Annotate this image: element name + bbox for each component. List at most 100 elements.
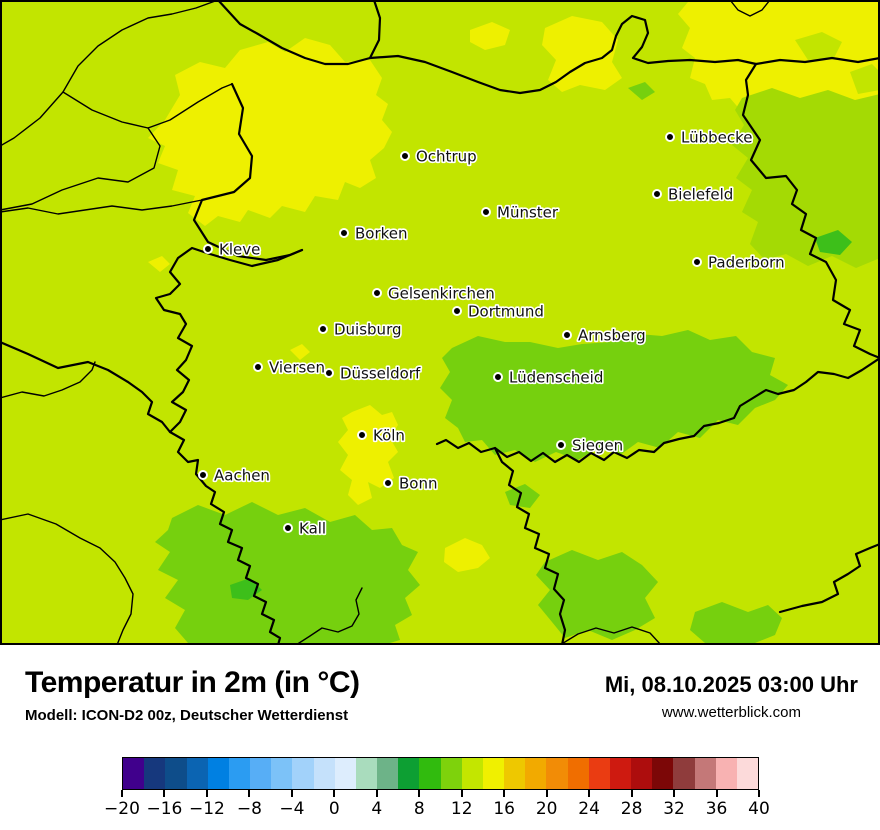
city-marker-viersen: Viersen [253,357,327,378]
legend-tick-mark [630,790,633,797]
legend-tick-mark [333,790,336,797]
city-dot [283,523,293,533]
legend-tick-mark [418,790,421,797]
legend-tick-label: 24 [578,799,600,819]
legend-tick-label: 20 [535,799,558,819]
city-marker-gelsenkirchen: Gelsenkirchen [372,283,496,304]
city-layer: Ochtrup Lübbecke Bielefeld Münster Borken Kle… [198,127,786,539]
city-dot [452,306,462,316]
city-label: Siegen [572,437,623,455]
city-marker-siegen: Siegen [556,435,625,456]
legend-tick-label: 40 [748,799,770,819]
city-label: Ochtrup [416,148,477,166]
forecast-datetime: Mi, 08.10.2025 03:00 Uhr [604,672,858,697]
legend-color-segment [419,758,441,789]
legend-color-segment [313,758,335,789]
color-scale-bar [122,757,759,790]
legend-color-segment [334,758,356,789]
legend-tick-mark [715,790,718,797]
legend-color-segment [567,758,589,789]
city-label: Düsseldorf [340,365,421,383]
legend-tick-label: 8 [413,799,425,819]
legend-tick-label: 0 [328,799,340,819]
legend-tick-label: 32 [663,799,685,819]
legend-color-segment [588,758,610,789]
legend-tick-mark [375,790,378,797]
city-label: Bonn [399,475,437,493]
legend-color-segment [631,758,653,789]
city-label: Gelsenkirchen [388,285,495,303]
legend-color-segment [398,758,420,789]
legend-color-segment [736,758,759,789]
legend-color-segment [504,758,526,789]
legend-tick-mark [121,790,123,797]
legend-color-segment [694,758,716,789]
city-dot [562,330,572,340]
city-label: Arnsberg [578,327,646,345]
legend-tick-mark [545,790,548,797]
cool-patches-mid [732,88,880,268]
legend-tick-label: 36 [705,799,728,819]
city-marker-borken: Borken [339,223,409,244]
map-frame [0,0,880,645]
city-marker-aachen: Aachen [198,465,272,486]
map-base-field [0,0,880,645]
city-dot [652,189,662,199]
legend-tick-label: 28 [620,799,643,819]
city-label: Kall [299,520,326,538]
city-marker-dortmund: Dortmund [452,301,546,322]
legend-color-segment [673,758,695,789]
color-scale-ticks: −20 −16 −12 −8 −4 0 4 8 12 16 20 24 28 32 36 40 [104,790,770,830]
legend-tick-mark [503,790,506,797]
city-marker-paderborn: Paderborn [692,252,786,273]
legend-color-segment [271,758,293,789]
datetime-block: Mi, 08.10.2025 03:00 Uhr www.wetterblick… [604,672,858,722]
legend-tick-mark [248,790,251,797]
city-dot [339,228,349,238]
city-label: Lüdenscheid [509,369,603,387]
warm-patch-holes [795,32,880,94]
admin-borders [0,0,880,645]
legend-color-segment [715,758,737,789]
legend-tick-mark [588,790,591,797]
city-dot [203,244,213,254]
city-marker-ldenscheid: Lüdenscheid [493,367,605,388]
legend-color-segment [482,758,505,789]
city-dot [665,132,675,142]
map-canvas: Ochtrup Lübbecke Bielefeld Münster Borken Kle… [0,0,880,645]
city-label: Bielefeld [668,186,733,204]
model-info: Modell: ICON-D2 00z, Deutscher Wetterdie… [25,707,349,724]
city-dot [357,430,367,440]
legend-tick-label: 12 [450,799,473,819]
city-label: Dortmund [468,303,544,321]
legend-color-segment [355,758,378,789]
legend-color-segment [186,758,208,789]
city-marker-bielefeld: Bielefeld [652,184,735,205]
city-dot [556,440,566,450]
city-label: Viersen [269,359,325,377]
legend-tick-label: −12 [188,799,225,819]
legend-color-segment [207,758,229,789]
city-marker-duisburg: Duisburg [318,319,403,340]
city-label: Köln [373,427,405,445]
city-marker-kall: Kall [283,518,328,539]
city-label: Kleve [219,241,260,259]
legend-color-segment [652,758,674,789]
legend-color-segment [144,758,166,789]
legend-color-segment [250,758,272,789]
city-dot [198,470,208,480]
city-label: Borken [355,225,408,243]
legend-tick-mark [163,790,166,797]
city-dot [493,372,503,382]
city-dot [253,362,263,372]
city-marker-kln: Köln [357,425,407,446]
legend-color-segment [228,758,251,789]
legend-color-segment [525,758,547,789]
legend-tick-mark [673,790,676,797]
city-dot [324,368,334,378]
website-url: www.wetterblick.com [661,704,802,721]
legend-tick-mark [758,790,760,797]
city-dot [318,324,328,334]
city-label: Lübbecke [681,129,753,147]
